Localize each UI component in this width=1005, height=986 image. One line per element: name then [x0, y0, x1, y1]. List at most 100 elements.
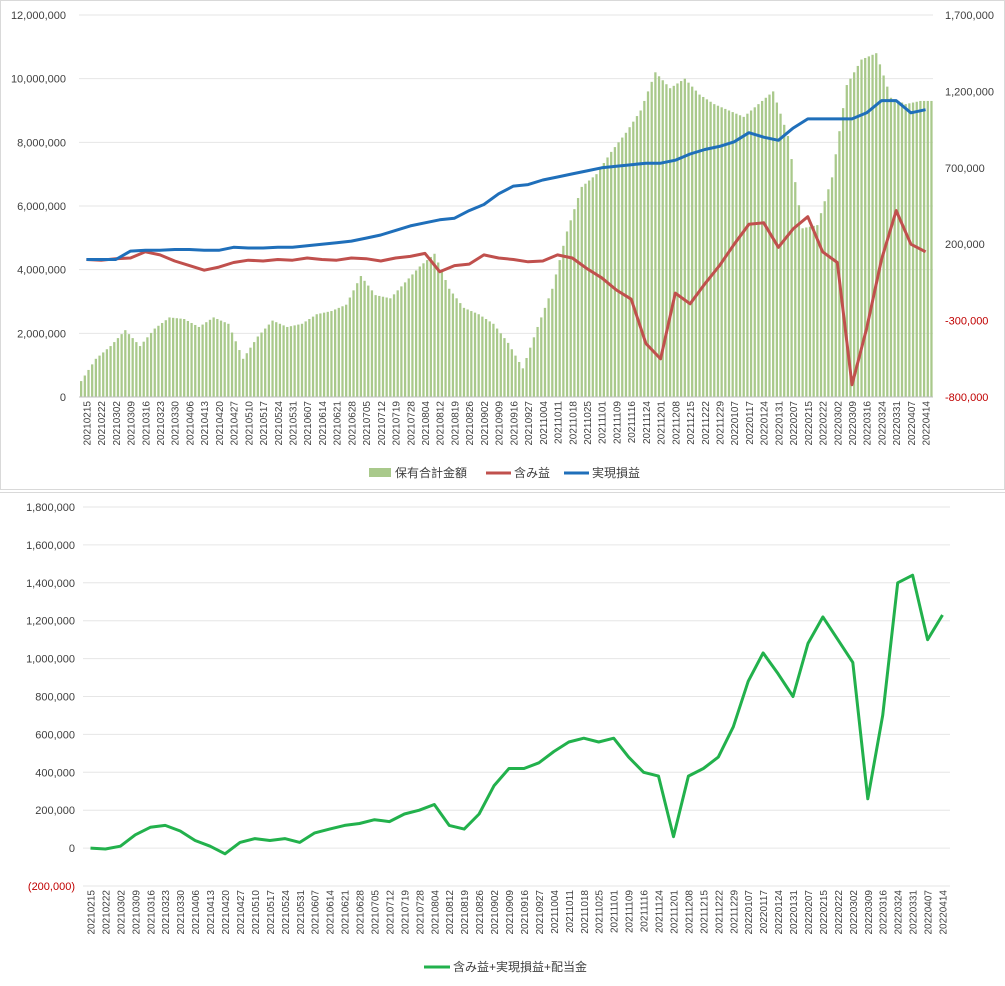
- x-axis-tick-label: 20211018: [580, 890, 591, 934]
- holding-bar: [654, 72, 657, 398]
- holding-bar: [311, 316, 315, 397]
- x-axis-tick-label: 20210413: [206, 890, 217, 935]
- holding-bar: [400, 286, 403, 397]
- holding-bar: [462, 307, 466, 397]
- holding-bar: [168, 317, 171, 397]
- x-axis-tick-label: 20220407: [907, 401, 918, 446]
- x-axis-tick-label: 20210302: [116, 890, 127, 935]
- holding-bar: [823, 201, 826, 397]
- x-axis-tick-label: 20210316: [141, 401, 152, 446]
- holding-bar: [610, 151, 613, 397]
- holding-bar: [746, 113, 749, 397]
- holding-bar: [219, 320, 223, 397]
- x-axis-tick-label: 20220117: [745, 401, 756, 445]
- holding-bar: [764, 97, 767, 398]
- holding-bar: [256, 336, 259, 397]
- holding-bar: [216, 319, 219, 397]
- x-axis-tick-label: 20210916: [509, 401, 520, 446]
- holding-bar: [422, 263, 425, 397]
- holding-bar: [245, 353, 248, 397]
- x-axis-tick-label: 20211109: [612, 401, 623, 444]
- x-axis-tick-label: 20210628: [356, 890, 367, 935]
- x-axis-tick-label: 20210927: [535, 890, 546, 935]
- holding-bar: [735, 113, 738, 397]
- holding-bar: [624, 132, 628, 398]
- holding-bar: [448, 288, 451, 397]
- x-axis-tick-label: 20211025: [595, 890, 606, 934]
- y-axis-tick-label: 800,000: [35, 692, 75, 704]
- holding-bar: [893, 99, 896, 397]
- x-axis-tick-label: 20211004: [550, 890, 561, 934]
- x-axis-tick-label: 20211201: [657, 401, 668, 445]
- holding-bar: [333, 309, 337, 397]
- x-axis-tick-label: 20210215: [82, 401, 93, 446]
- holding-bar: [827, 189, 830, 397]
- x-axis-tick-label: 20210309: [127, 401, 138, 446]
- holding-bar: [414, 270, 418, 397]
- x-axis-tick-label: 20210330: [171, 401, 182, 446]
- holding-bar: [543, 307, 547, 397]
- holding-bar: [94, 358, 98, 397]
- holding-bar: [197, 326, 201, 397]
- holding-bar: [694, 90, 698, 398]
- holding-bar: [433, 253, 436, 397]
- holding-bar: [345, 304, 348, 397]
- right-axis-tick-label: 700,000: [945, 163, 985, 175]
- x-axis-tick-label: 20211208: [671, 401, 682, 445]
- holding-bar: [175, 318, 178, 397]
- holding-bar: [507, 342, 510, 397]
- holding-bar: [477, 314, 480, 397]
- holding-bar: [819, 213, 823, 397]
- holding-bar: [260, 332, 263, 397]
- holding-bar: [488, 321, 491, 397]
- holding-bar: [308, 319, 311, 397]
- holding-bar: [352, 290, 355, 397]
- x-axis-tick-label: 20210427: [236, 890, 247, 935]
- holding-bar: [576, 198, 580, 397]
- holding-bar: [772, 91, 775, 398]
- holding-bar: [838, 131, 841, 398]
- holding-bar: [208, 319, 212, 397]
- holding-bar: [481, 316, 484, 397]
- x-axis-tick-label: 20210712: [385, 890, 396, 935]
- x-axis-tick-label: 20210927: [524, 401, 535, 446]
- x-axis-tick-label: 20210420: [221, 890, 232, 935]
- holding-bar: [639, 110, 642, 397]
- x-axis-tick-label: 20210222: [97, 401, 108, 446]
- holding-bar: [908, 103, 911, 398]
- holding-bar: [849, 78, 852, 398]
- x-axis-tick-label: 20220207: [789, 401, 800, 446]
- x-axis-tick-label: 20210531: [289, 401, 300, 446]
- holding-bar: [551, 288, 554, 397]
- holding-bar: [587, 180, 591, 397]
- holding-bar: [562, 245, 565, 397]
- x-axis-tick-label: 20220215: [804, 401, 815, 446]
- holding-bar: [120, 334, 123, 397]
- holding-bar: [271, 320, 274, 397]
- holdings-pnl-chart: 0 2,000,000 4,000,000 6,000,000 8,000,000 10,…: [11, 10, 994, 480]
- x-axis-tick-label: 20210323: [156, 401, 167, 446]
- x-axis-tick-label: 20210222: [101, 890, 112, 935]
- x-axis-tick-label: 20211109: [625, 890, 636, 933]
- holding-bar: [591, 177, 594, 397]
- x-axis-tick-label: 20211011: [554, 401, 565, 444]
- holding-bar: [267, 324, 271, 397]
- holding-bar: [650, 81, 653, 397]
- holding-bar: [194, 324, 197, 397]
- holding-bar: [687, 82, 690, 397]
- holding-bar: [234, 341, 237, 397]
- holding-bar: [374, 295, 377, 397]
- legend-label-unrealized: 含み益: [514, 465, 550, 480]
- holding-bar: [293, 325, 296, 397]
- holding-bar: [426, 260, 429, 397]
- x-axis-tick-label: 20210728: [415, 890, 426, 935]
- holding-bar: [536, 326, 539, 397]
- x-axis-tick-label: 20210607: [303, 401, 314, 446]
- holding-bar: [540, 317, 543, 397]
- holding-bar: [856, 65, 859, 397]
- y-axis-tick-label: (200,000): [28, 881, 75, 893]
- holding-bar: [179, 318, 182, 397]
- holding-bar: [315, 314, 318, 397]
- legend-swatch-holdings: [369, 468, 391, 477]
- holding-bar: [569, 220, 572, 397]
